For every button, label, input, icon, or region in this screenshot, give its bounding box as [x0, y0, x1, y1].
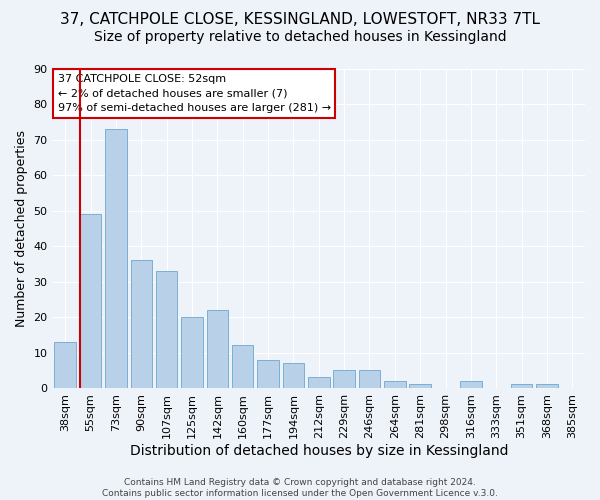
Bar — [384, 381, 406, 388]
Text: Contains HM Land Registry data © Crown copyright and database right 2024.
Contai: Contains HM Land Registry data © Crown c… — [102, 478, 498, 498]
Bar — [55, 342, 76, 388]
Bar — [536, 384, 558, 388]
Bar — [257, 360, 279, 388]
Text: 37 CATCHPOLE CLOSE: 52sqm
← 2% of detached houses are smaller (7)
97% of semi-de: 37 CATCHPOLE CLOSE: 52sqm ← 2% of detach… — [58, 74, 331, 114]
Bar — [308, 378, 329, 388]
Bar — [460, 381, 482, 388]
Y-axis label: Number of detached properties: Number of detached properties — [15, 130, 28, 327]
Bar — [283, 363, 304, 388]
Bar — [359, 370, 380, 388]
Bar — [232, 346, 253, 388]
Bar — [80, 214, 101, 388]
Bar — [409, 384, 431, 388]
Bar — [511, 384, 532, 388]
Text: Size of property relative to detached houses in Kessingland: Size of property relative to detached ho… — [94, 30, 506, 44]
Bar — [156, 271, 178, 388]
X-axis label: Distribution of detached houses by size in Kessingland: Distribution of detached houses by size … — [130, 444, 508, 458]
Bar — [131, 260, 152, 388]
Bar — [105, 129, 127, 388]
Text: 37, CATCHPOLE CLOSE, KESSINGLAND, LOWESTOFT, NR33 7TL: 37, CATCHPOLE CLOSE, KESSINGLAND, LOWEST… — [60, 12, 540, 28]
Bar — [181, 317, 203, 388]
Bar — [206, 310, 228, 388]
Bar — [334, 370, 355, 388]
